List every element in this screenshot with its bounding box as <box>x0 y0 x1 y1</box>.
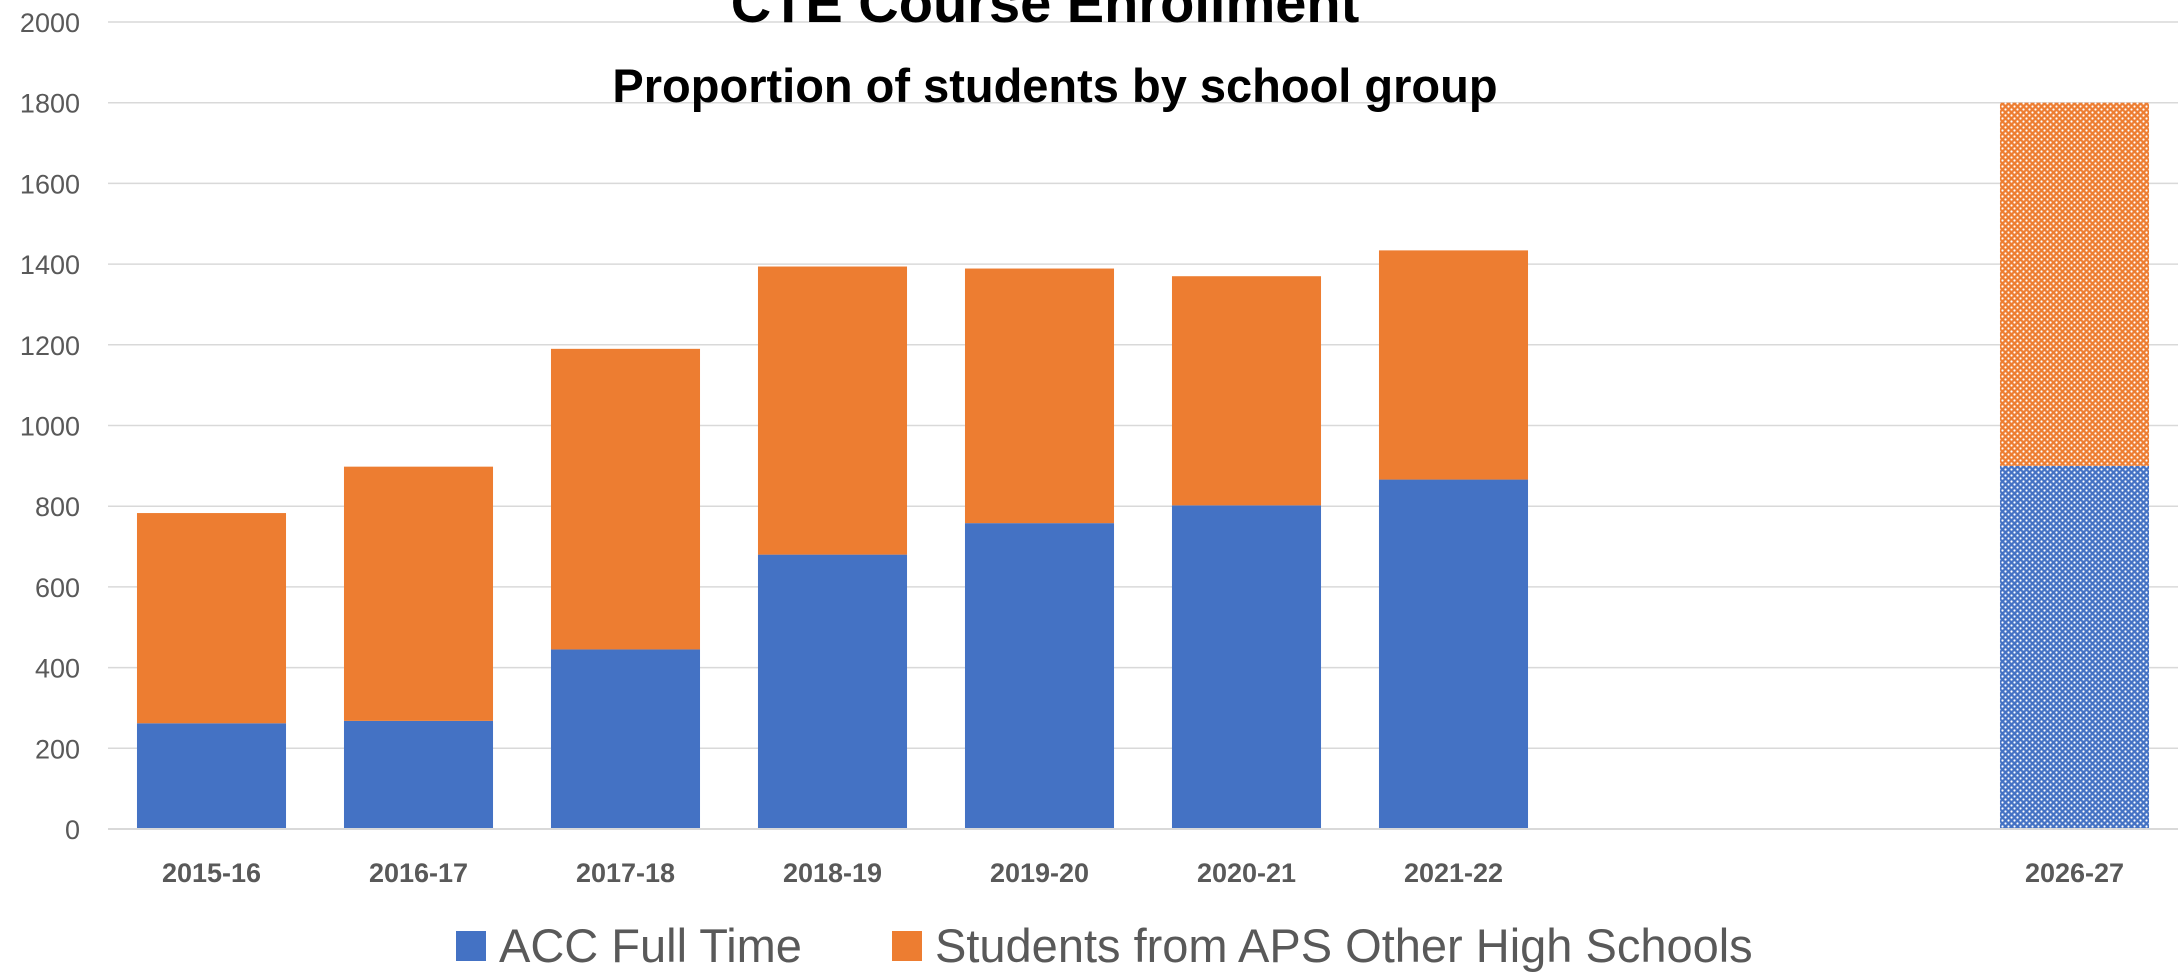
x-tick-label: 2016-17 <box>369 858 468 888</box>
x-tick-label: 2018-19 <box>783 858 882 888</box>
x-tick-label: 2015-16 <box>162 858 261 888</box>
bar-segment-acc-full-time <box>1999 465 2150 829</box>
y-tick-label: 400 <box>35 654 80 684</box>
bar-segment-acc-full-time <box>1378 479 1529 829</box>
y-tick-label: 800 <box>35 492 80 522</box>
x-axis-ticks: 2015-16 2016-17 2017-18 2018-19 2019-20 2020-… <box>162 858 2124 888</box>
x-tick-label: 2021-22 <box>1404 858 1503 888</box>
legend-swatch <box>456 931 486 961</box>
x-tick-label: 2020-21 <box>1197 858 1296 888</box>
chart-subtitle: Proportion of students by school group <box>612 59 1497 112</box>
legend-label: ACC Full Time <box>499 919 802 972</box>
bars <box>108 102 2178 830</box>
bar-segment-acc-full-time <box>1171 505 1322 829</box>
y-tick-label: 2000 <box>20 8 80 38</box>
bar-segment-aps-other-high-schools <box>343 466 494 721</box>
legend-label: Students from APS Other High Schools <box>935 919 1753 972</box>
y-tick-label: 1800 <box>20 89 80 119</box>
bar-segment-acc-full-time <box>136 723 287 829</box>
legend: ACC Full Time Students from APS Other Hig… <box>456 919 1753 972</box>
bar-segment-acc-full-time <box>550 649 701 829</box>
y-tick-label: 1600 <box>20 169 80 199</box>
x-tick-label: 2019-20 <box>990 858 1089 888</box>
y-tick-label: 200 <box>35 734 80 764</box>
bar-segment-aps-other-high-schools <box>1171 276 1322 506</box>
y-tick-label: 600 <box>35 573 80 603</box>
y-tick-label: 1400 <box>20 250 80 280</box>
bar-segment-aps-other-high-schools <box>550 348 701 650</box>
y-tick-label: 1200 <box>20 331 80 361</box>
bar-segment-acc-full-time <box>757 554 908 829</box>
bar-segment-acc-full-time <box>964 523 1115 829</box>
x-tick-label: 2017-18 <box>576 858 675 888</box>
chart-title: CTE Course Enrollment <box>731 0 1360 34</box>
legend-swatch <box>892 931 922 961</box>
bar-segment-aps-other-high-schools <box>757 266 908 555</box>
bar-segment-aps-other-high-schools <box>964 268 1115 524</box>
y-tick-label: 0 <box>65 815 80 845</box>
bar-segment-aps-other-high-schools <box>1378 250 1529 480</box>
bar-segment-aps-other-high-schools <box>1999 102 2150 466</box>
y-axis-ticks: 0 200 400 600 800 1000 1200 1400 1600 1800 2000 <box>20 8 80 845</box>
bar-segment-acc-full-time <box>343 720 494 829</box>
x-tick-label: 2026-27 <box>2025 858 2124 888</box>
bar-segment-aps-other-high-schools <box>136 513 287 724</box>
y-tick-label: 1000 <box>20 412 80 442</box>
